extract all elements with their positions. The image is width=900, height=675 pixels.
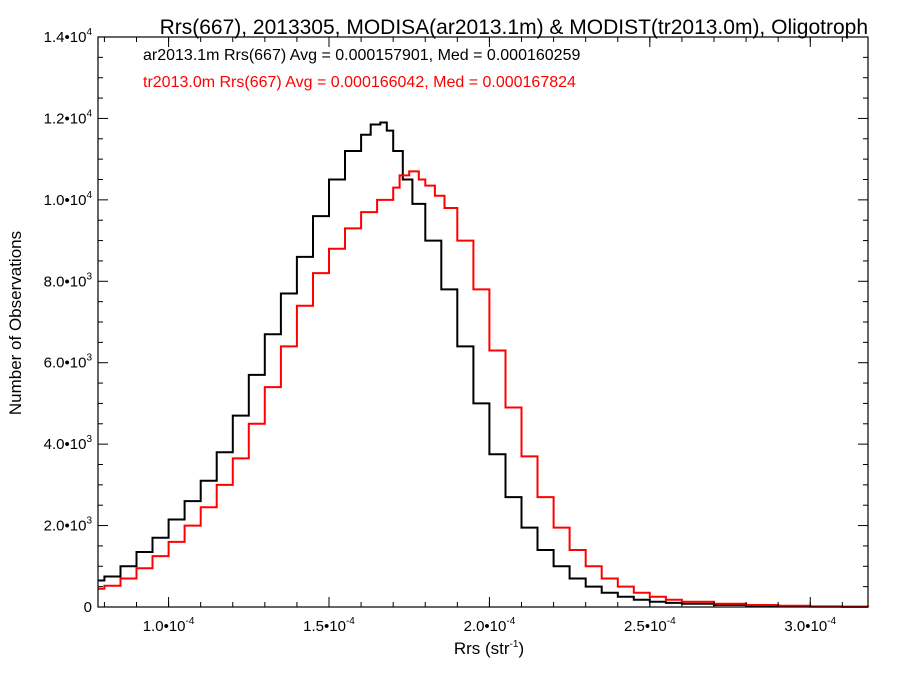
plot-frame xyxy=(97,36,869,608)
y-tick-label: 0 xyxy=(84,599,92,616)
series-line-1 xyxy=(98,170,869,608)
chart-title: Rrs(667), 2013305, MODISA(ar2013.1m) & M… xyxy=(160,16,868,39)
y-tick-label: 6.0•103 xyxy=(44,353,93,372)
y-tick-label: 8.0•103 xyxy=(44,271,93,290)
series-layer xyxy=(98,121,869,608)
statistics-annotations: ar2013.1m Rrs(667) Avg = 0.000157901, Me… xyxy=(143,47,580,91)
x-tick-label: 1.5•10-4 xyxy=(303,616,355,635)
annotation-1: tr2013.0m Rrs(667) Avg = 0.000166042, Me… xyxy=(143,74,576,91)
x-tick-label: 2.0•10-4 xyxy=(464,616,516,635)
x-tick-label: 1.0•10-4 xyxy=(143,616,195,635)
y-tick-label: 2.0•103 xyxy=(44,516,93,535)
x-axis: 1.0•10-4 1.5•10-4 2.0•10-4 2.5•10-4 3.0•10-4 xyxy=(103,37,843,635)
y-tick-label: 1.0•104 xyxy=(44,190,93,209)
x-tick-label: 3.0•10-4 xyxy=(784,616,836,635)
y-tick-label: 1.4•104 xyxy=(44,27,93,46)
x-tick-label: 2.5•10-4 xyxy=(624,616,676,635)
annotation-0: ar2013.1m Rrs(667) Avg = 0.000157901, Me… xyxy=(143,47,580,64)
y-tick-label: 1.2•104 xyxy=(44,108,93,127)
y-tick-label: 4.0•103 xyxy=(44,434,93,453)
y-axis: 0 2.0•103 4.0•103 6.0•103 8.0•103 1.0•104 1.2•… xyxy=(44,27,868,616)
x-axis-label: Rrs (str-1) xyxy=(454,639,524,658)
series-line-0 xyxy=(98,121,869,608)
y-axis-label: Number of Observations xyxy=(6,231,25,415)
